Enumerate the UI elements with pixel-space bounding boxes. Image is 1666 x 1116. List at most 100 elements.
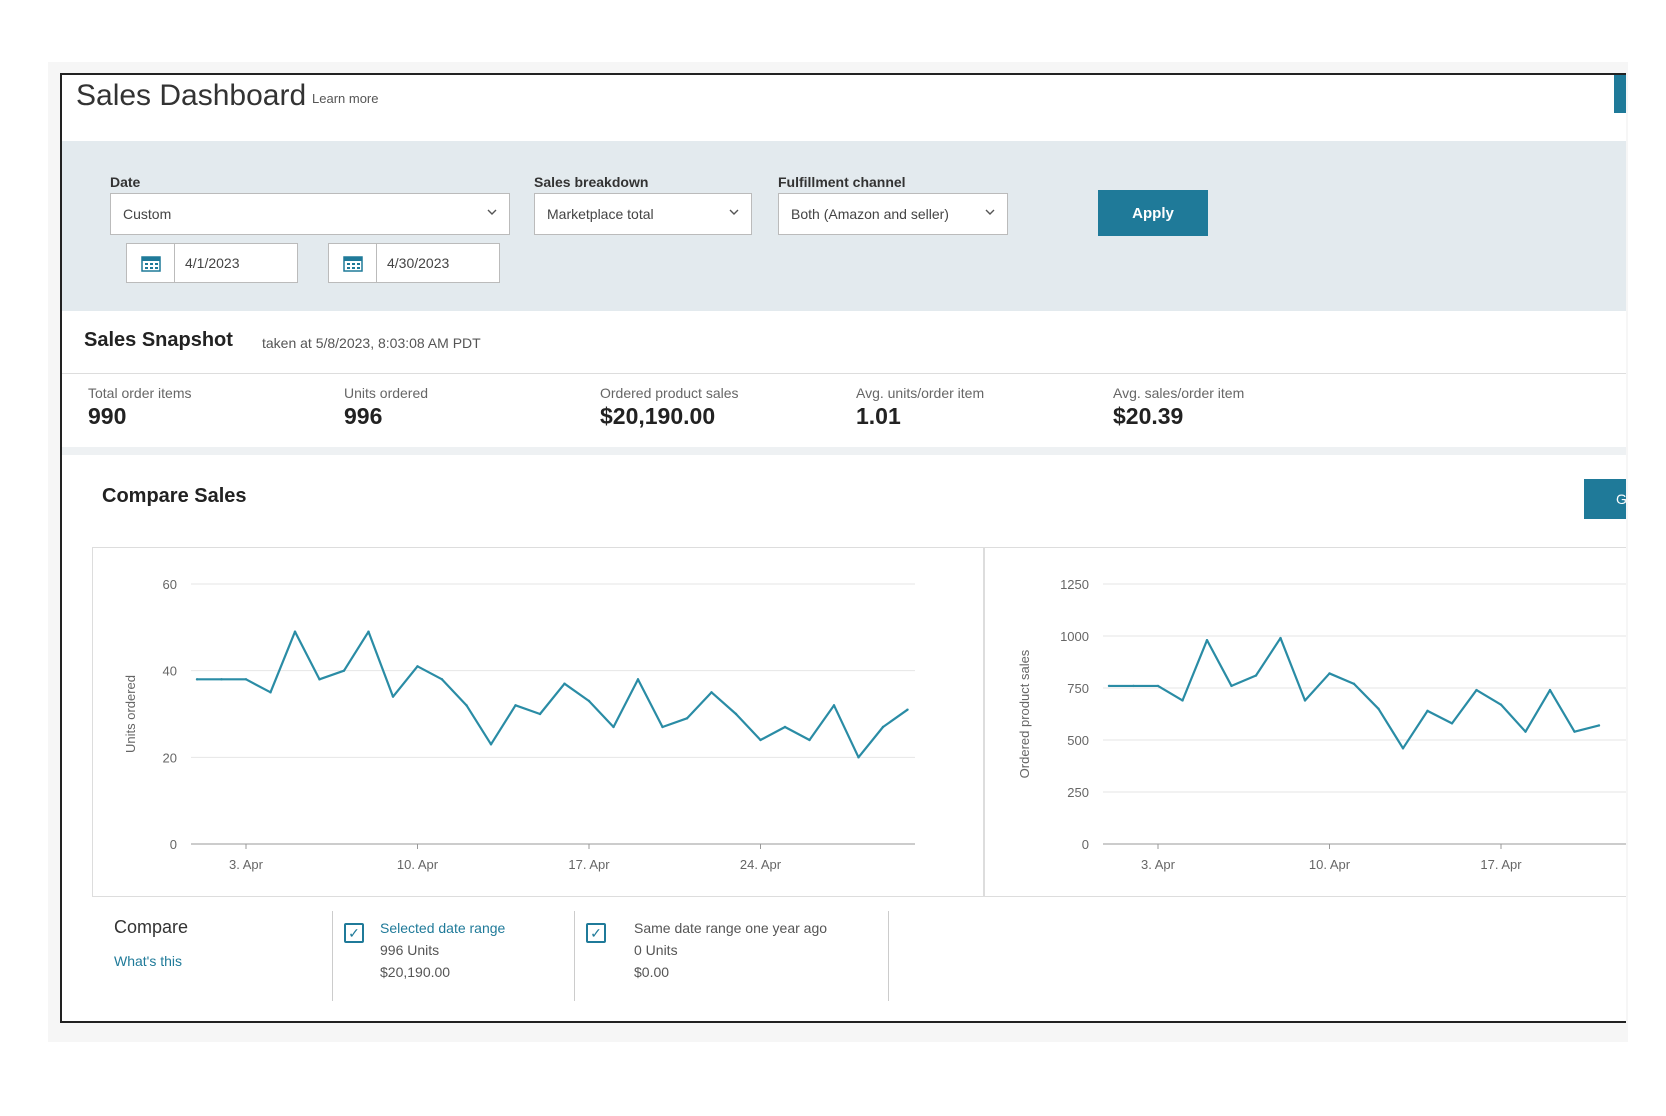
snapshot-title: Sales Snapshot: [84, 329, 233, 351]
data-point: [1524, 730, 1527, 733]
metric-label: Avg. units/order item: [856, 385, 985, 401]
fulfillment-channel-select[interactable]: Both (Amazon and seller): [778, 193, 1008, 235]
metric-avg-units-per-order-item: Avg. units/order item 1.01: [856, 385, 984, 430]
data-point: [318, 678, 321, 681]
y-tick-label: 60: [163, 577, 177, 592]
data-point: [514, 704, 517, 707]
start-date-value: 4/1/2023: [185, 255, 240, 271]
compare-label: Compare: [114, 917, 189, 937]
data-point: [857, 756, 860, 759]
chevron-down-icon: [985, 209, 995, 215]
x-tick-label: 3. Apr: [229, 857, 264, 872]
sales-breakdown-select[interactable]: Marketplace total: [534, 193, 752, 235]
metric-value: $20.39: [1113, 403, 1184, 429]
snapshot-timestamp: taken at 5/8/2023, 8:03:08 AM PDT: [262, 335, 481, 351]
data-point: [783, 725, 787, 729]
x-tick-label: 10. Apr: [397, 857, 439, 872]
metric-label: Ordered product sales: [600, 385, 739, 401]
data-point: [293, 630, 297, 633]
metric-label: Units ordered: [344, 385, 429, 401]
sales-breakdown-label: Sales breakdown: [534, 174, 649, 190]
date-label: Date: [110, 174, 141, 190]
data-point: [195, 678, 199, 681]
data-point: [808, 738, 811, 742]
apply-button[interactable]: Apply: [1098, 190, 1208, 236]
data-point: [391, 695, 395, 698]
selected-range-title[interactable]: Selected date range: [380, 920, 506, 936]
y-tick-label: 750: [1067, 681, 1089, 696]
x-tick-label: 17. Apr: [568, 857, 610, 872]
corner-tab[interactable]: [1614, 75, 1626, 113]
x-tick-label: 10. Apr: [1309, 857, 1351, 872]
metric-value: $20,190.00: [600, 403, 716, 429]
end-date-value: 4/30/2023: [387, 255, 450, 271]
date-select[interactable]: Custom: [110, 193, 510, 235]
divider: [62, 373, 1626, 374]
data-point: [1254, 674, 1258, 677]
metric-value: 1.01: [856, 403, 901, 429]
compare-row: Compare What's this ✓ Selected date rang…: [62, 897, 1626, 1021]
compare-sales-action-button[interactable]: G: [1584, 479, 1626, 519]
divider: [332, 911, 333, 1001]
year-ago-checkbox[interactable]: ✓: [586, 923, 606, 943]
data-point: [416, 665, 419, 668]
data-point: [489, 743, 493, 746]
calendar-icon[interactable]: [127, 244, 175, 282]
metric-avg-sales-per-order-item: Avg. sales/order item $20.39: [1113, 385, 1244, 430]
data-point: [906, 708, 909, 711]
data-point: [1181, 699, 1184, 702]
y-tick-label: 0: [170, 837, 177, 852]
x-tick-label: 24. Apr: [740, 857, 782, 872]
data-point: [1377, 707, 1380, 710]
data-point: [1573, 730, 1576, 733]
data-point: [1548, 688, 1552, 692]
data-point: [832, 704, 836, 707]
data-point: [1401, 747, 1405, 750]
data-point: [685, 717, 689, 720]
selected-range-units: 996 Units: [380, 942, 440, 958]
data-point: [710, 691, 713, 694]
y-tick-label: 20: [163, 750, 177, 765]
year-ago-title[interactable]: Same date range one year ago: [634, 920, 828, 936]
data-point: [1107, 684, 1111, 688]
date-select-value: Custom: [123, 206, 172, 222]
y-tick-label: 250: [1067, 785, 1089, 800]
selected-range-sales: $20,190.00: [380, 964, 451, 980]
sales-breakdown-value: Marketplace total: [547, 206, 654, 222]
data-point: [465, 704, 468, 707]
data-point: [220, 678, 223, 681]
data-point: [881, 725, 885, 729]
metric-units-ordered: Units ordered 996: [344, 385, 428, 430]
data-point: [1328, 672, 1331, 675]
product-sales-chart-panel: 0 250 500 750 1000 1250 3. Apr 10. Apr 17. Apr Or…: [984, 547, 1626, 897]
units-ordered-chart-panel: 0 20 40 60 3. Apr 10. Apr 17. Apr 24. Apr Units …: [92, 547, 984, 897]
end-date-field[interactable]: 4/30/2023: [328, 243, 500, 283]
data-point: [342, 669, 346, 672]
ordered-product-sales-chart: 0 250 500 750 1000 1250 3. Apr 10. Apr 17. Apr Or…: [1017, 577, 1626, 872]
data-point: [563, 682, 566, 685]
y-axis-label: Ordered product sales: [1017, 649, 1032, 778]
whats-this-link[interactable]: What's this: [114, 953, 183, 969]
divider: [888, 911, 889, 1001]
data-point: [1279, 636, 1282, 640]
metric-label: Total order items: [88, 385, 192, 401]
data-point: [636, 678, 640, 681]
data-point: [734, 712, 738, 716]
page-header: Sales Dashboard Learn more: [62, 75, 1626, 141]
data-point: [367, 630, 370, 633]
data-point: [1205, 638, 1209, 642]
data-point: [587, 699, 591, 703]
year-ago-sales: $0.00: [634, 964, 670, 980]
start-date-field[interactable]: 4/1/2023: [126, 243, 298, 283]
divider: [574, 911, 575, 1001]
year-ago-item: Same date range one year ago 0 Units $0.…: [634, 917, 827, 983]
fulfillment-channel-value: Both (Amazon and seller): [791, 206, 949, 222]
data-point: [1450, 722, 1454, 725]
selected-range-item: Selected date range 996 Units $20,190.00: [380, 917, 505, 983]
calendar-icon[interactable]: [329, 244, 377, 282]
learn-more-link[interactable]: Learn more: [312, 91, 379, 106]
y-tick-label: 1000: [1060, 629, 1089, 644]
y-tick-label: 40: [163, 664, 177, 679]
chevron-down-icon: [729, 209, 739, 215]
selected-range-checkbox[interactable]: ✓: [344, 923, 364, 943]
